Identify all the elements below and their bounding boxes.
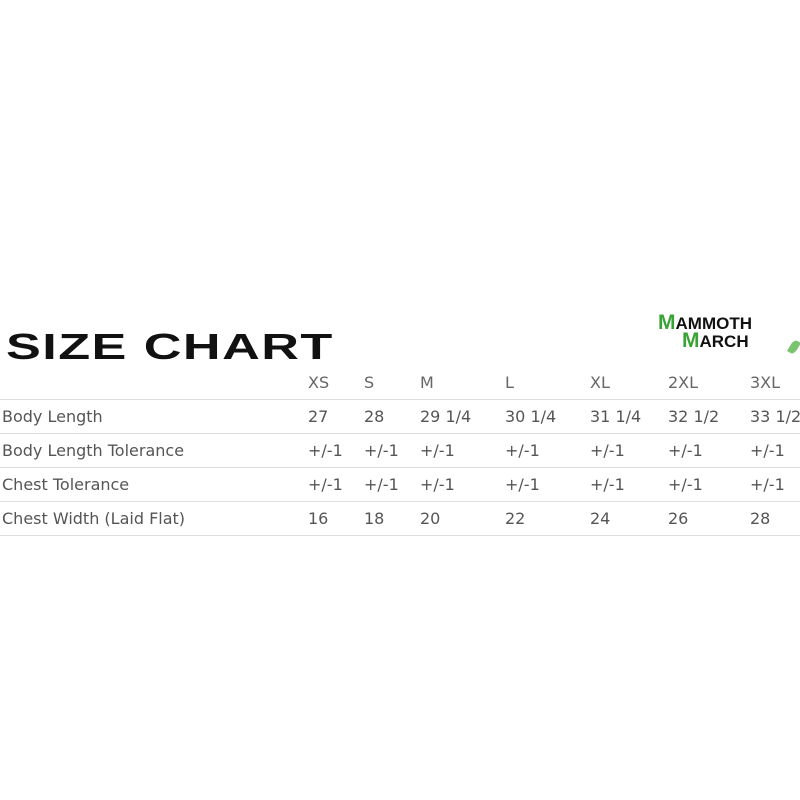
table-cell: +/-1 <box>590 441 625 460</box>
table-row: Chest Tolerance +/-1 +/-1 +/-1 +/-1 +/-1 +/-1 +… <box>0 467 800 502</box>
table-cell: +/-1 <box>308 475 343 494</box>
page-title: SIZE CHART <box>6 326 334 367</box>
table-cell: +/-1 <box>364 441 399 460</box>
table-cell: +/-1 <box>590 475 625 494</box>
table-cell: +/-1 <box>505 441 540 460</box>
table-cell: +/-1 <box>420 475 455 494</box>
table-cell: +/-1 <box>750 441 785 460</box>
table-cell: +/-1 <box>668 441 703 460</box>
column-header: M <box>420 373 434 392</box>
table-row: Chest Width (Laid Flat) 16 18 20 22 24 26 28 <box>0 501 800 536</box>
table-cell: 28 <box>750 509 771 528</box>
row-label: Body Length Tolerance <box>2 441 185 460</box>
table-cell: 33 1/2 <box>750 407 800 426</box>
table-cell: 30 1/4 <box>505 407 557 426</box>
table-cell: 18 <box>364 509 385 528</box>
table-cell: +/-1 <box>364 475 399 494</box>
table-cell: 26 <box>668 509 689 528</box>
table-row: Body Length Tolerance +/-1 +/-1 +/-1 +/-1 +/-… <box>0 433 800 468</box>
table-cell: +/-1 <box>750 475 785 494</box>
table-cell: 20 <box>420 509 441 528</box>
table-header: XS S M L XL 2XL 3XL <box>0 365 800 400</box>
leaf-icon <box>787 338 800 356</box>
table-cell: 22 <box>505 509 526 528</box>
column-header: L <box>505 373 514 392</box>
column-header: 3XL <box>750 373 781 392</box>
table-cell: +/-1 <box>308 441 343 460</box>
table-row: Body Length 27 28 29 1/4 30 1/4 31 1/4 32 1/2 3… <box>0 399 800 434</box>
table-cell: 27 <box>308 407 329 426</box>
row-label: Chest Width (Laid Flat) <box>2 509 186 528</box>
column-header: XS <box>308 373 330 392</box>
table-cell: 28 <box>364 407 385 426</box>
table-cell: 16 <box>308 509 329 528</box>
brand-logo: MAMMOTH MARCH <box>658 311 752 352</box>
table-cell: 24 <box>590 509 611 528</box>
table-cell: 31 1/4 <box>590 407 642 426</box>
table-cell: +/-1 <box>668 475 703 494</box>
logo-line1: AMMOTH <box>675 314 752 333</box>
column-header: 2XL <box>668 373 699 392</box>
table-cell: +/-1 <box>420 441 455 460</box>
column-header: XL <box>590 373 610 392</box>
row-label: Chest Tolerance <box>2 475 130 494</box>
column-header: S <box>364 373 375 392</box>
table-cell: +/-1 <box>505 475 540 494</box>
table-cell: 32 1/2 <box>668 407 720 426</box>
table-cell: 29 1/4 <box>420 407 472 426</box>
logo-line2: ARCH <box>699 332 749 351</box>
row-label: Body Length <box>2 407 103 426</box>
